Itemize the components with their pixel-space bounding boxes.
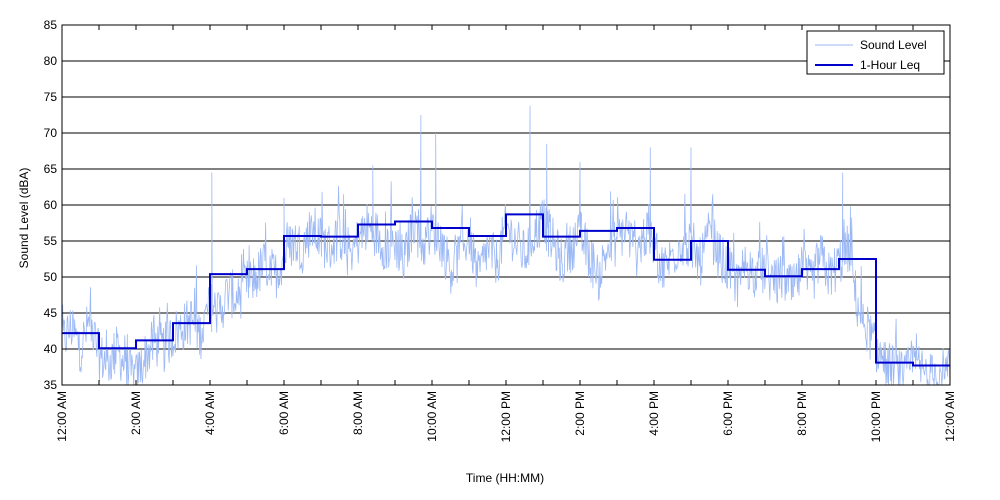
y-tick-label: 75 bbox=[44, 90, 58, 104]
y-tick-label: 45 bbox=[44, 306, 58, 320]
x-tick-label: 10:00 PM bbox=[869, 391, 883, 442]
y-tick-label: 60 bbox=[44, 198, 58, 212]
y-tick-label: 35 bbox=[44, 378, 58, 392]
x-axis-label: Time (HH:MM) bbox=[466, 471, 544, 485]
leq-series bbox=[62, 213, 950, 367]
y-tick-label: 80 bbox=[44, 54, 58, 68]
y-tick-label: 50 bbox=[44, 270, 58, 284]
leq-step-line bbox=[62, 213, 950, 367]
legend-label-leq: 1-Hour Leq bbox=[860, 58, 920, 72]
x-tick-label: 2:00 AM bbox=[129, 391, 143, 435]
y-tick-label: 70 bbox=[44, 126, 58, 140]
y-axis: 35 40 45 50 55 60 65 70 75 80 85 bbox=[44, 18, 950, 392]
y-tick-label: 55 bbox=[44, 234, 58, 248]
legend-label-sound-level: Sound Level bbox=[860, 38, 927, 52]
y-tick-label: 40 bbox=[44, 342, 58, 356]
legend-box bbox=[806, 30, 945, 75]
x-tick-label: 4:00 AM bbox=[203, 391, 217, 435]
x-tick-label: 8:00 AM bbox=[351, 391, 365, 435]
x-tick-label: 12:00 PM bbox=[499, 391, 513, 442]
x-tick-label: 6:00 PM bbox=[721, 391, 735, 436]
y-axis-label: Sound Level (dBA) bbox=[17, 168, 31, 269]
x-tick-label: 10:00 AM bbox=[425, 391, 439, 442]
sound-level-series bbox=[61, 105, 951, 386]
sound-level-line bbox=[61, 105, 951, 386]
x-tick-label: 12:00 AM bbox=[55, 391, 69, 442]
y-tick-label: 85 bbox=[44, 18, 58, 32]
x-tick-label: 2:00 PM bbox=[573, 391, 587, 436]
x-tick-label: 6:00 AM bbox=[277, 391, 291, 435]
legend: Sound Level 1-Hour Leq bbox=[806, 30, 945, 75]
x-tick-label: 12:00 AM bbox=[943, 391, 957, 442]
x-tick-label: 8:00 PM bbox=[795, 391, 809, 436]
x-tick-label: 4:00 PM bbox=[647, 391, 661, 436]
x-axis: 12:00 AM 2:00 AM 4:00 AM 6:00 AM 8:00 AM 10:0… bbox=[55, 25, 957, 442]
y-tick-label: 65 bbox=[44, 162, 58, 176]
